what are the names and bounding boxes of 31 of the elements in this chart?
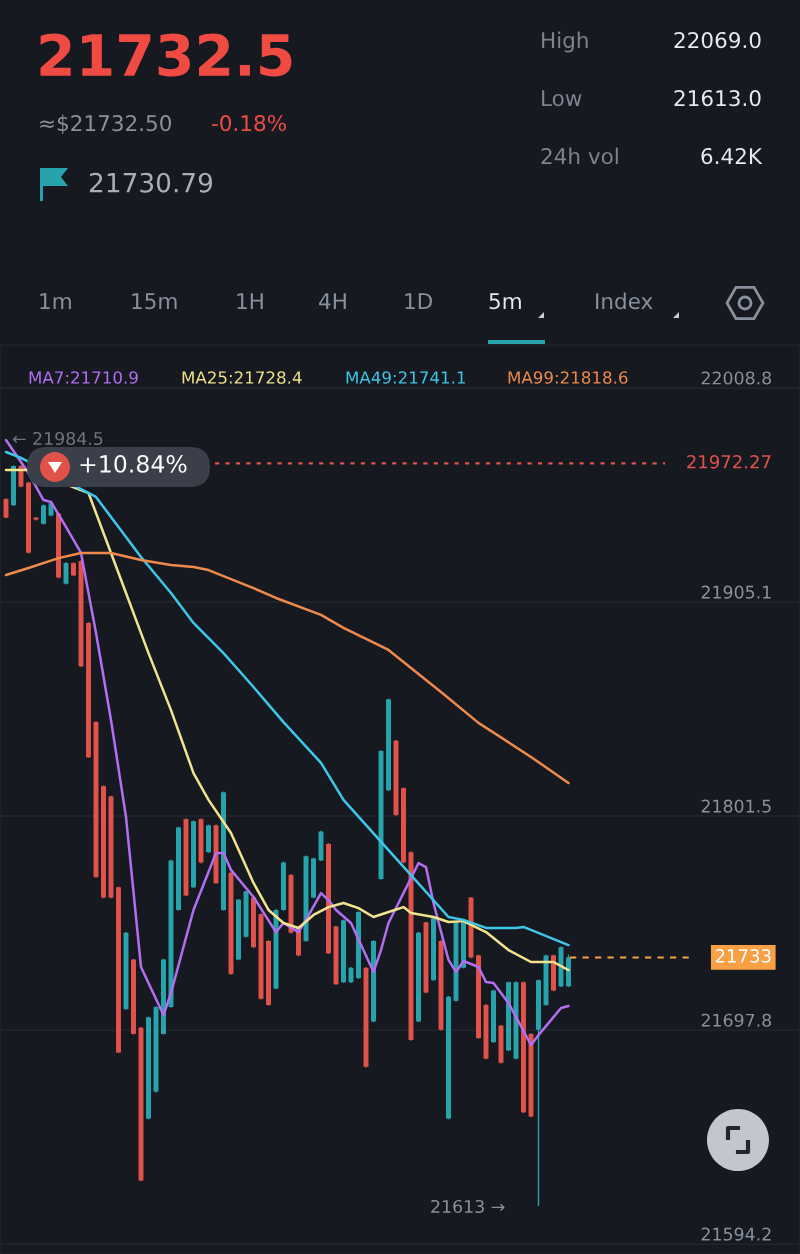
y-tick-label: 21594.2 — [701, 1227, 771, 1241]
ref-line-label: 21972.27 — [687, 454, 771, 469]
text: 21613.0 — [674, 89, 761, 107]
annotation: 21613 → — [431, 1199, 505, 1214]
chart-title: 21732.5 — [40, 33, 292, 77]
ref-line-label: 21733 — [715, 949, 771, 963]
text: 1D — [405, 293, 432, 309]
text: MA7:21710.9 — [29, 371, 138, 384]
annotation: +10.84% — [80, 454, 187, 473]
text: 1m — [40, 293, 71, 309]
text: Index — [596, 292, 653, 310]
text: Low — [542, 90, 582, 107]
y-tick-label: 21697.8 — [701, 1013, 772, 1027]
text: 21730.79 — [89, 172, 213, 193]
text: 5m — [489, 293, 521, 310]
text: 22069.0 — [674, 31, 761, 49]
text: 1H — [237, 293, 263, 309]
text: MA49:21741.1 — [346, 371, 465, 384]
text: 15m — [132, 293, 177, 310]
text: 6.42K — [701, 147, 763, 165]
text: MA25:21728.4 — [182, 371, 302, 384]
y-tick-label: 21801.5 — [701, 799, 771, 813]
y-tick-label: 22008.8 — [701, 371, 772, 385]
text: 4H — [319, 293, 346, 309]
annotation: ← 21984.5 — [12, 431, 103, 446]
text: MA99:21818.6 — [508, 371, 628, 384]
y-tick-label: 21905.1 — [701, 585, 771, 599]
chart-subtitle: ≈$21732.50 — [40, 114, 172, 135]
text: High — [542, 31, 588, 53]
text: 24h vol — [541, 147, 618, 165]
text: -0.18% — [212, 114, 286, 132]
